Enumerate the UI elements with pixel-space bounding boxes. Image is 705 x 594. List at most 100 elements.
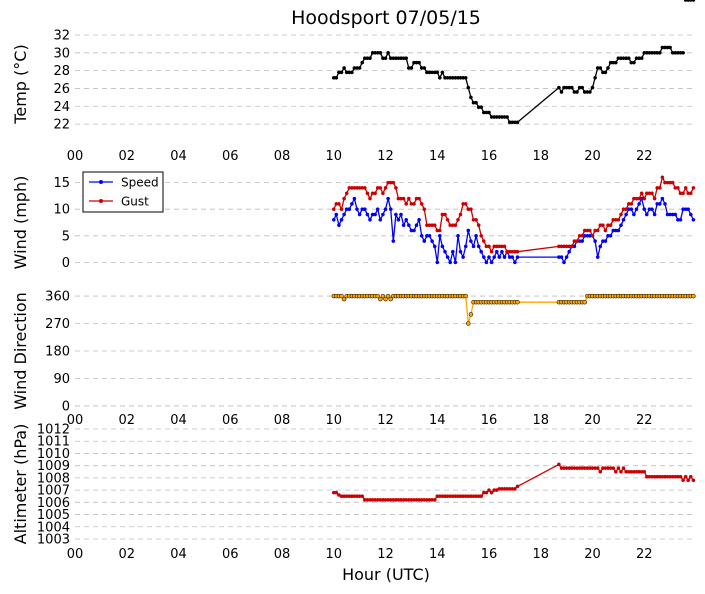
data-point-temp-0-91 [606, 66, 610, 70]
data-point-wind-1-5 [344, 191, 349, 196]
data-point-wind-0-70 [513, 260, 517, 265]
data-point-wind-0-25 [396, 217, 401, 222]
data-point-temp-0-81 [580, 85, 585, 90]
data-point-temp-0-77 [569, 85, 574, 90]
data-point-wind-0-66 [502, 255, 507, 259]
data-point-wind-0-111 [657, 202, 662, 206]
data-point-wind-1-19 [381, 191, 385, 196]
data-point-wind-0-20 [383, 207, 388, 212]
data-point-wind-0-53 [469, 239, 473, 243]
x-tick-label-alt-1: 02 [118, 547, 135, 562]
data-point-temp-0-55 [474, 100, 478, 105]
data-point-wind-1-103 [637, 196, 641, 201]
y-tick-label-alt-9: 1012 [37, 423, 70, 438]
data-point-dir-0-21 [385, 293, 391, 299]
data-point-wind-1-90 [603, 228, 608, 233]
data-point-wind-1-56 [476, 223, 481, 228]
data-point-wind-1-47 [453, 223, 458, 228]
data-point-alt-0-57 [479, 494, 484, 499]
data-point-alt-0-124 [691, 478, 696, 483]
data-point-temp-0-111 [657, 50, 662, 55]
data-point-wind-0-87 [595, 255, 600, 259]
data-point-temp-0-3 [339, 70, 344, 75]
data-point-wind-1-20 [383, 186, 388, 190]
y-tick-label-alt-2: 1005 [37, 508, 70, 523]
data-point-wind-1-55 [474, 217, 478, 222]
data-point-alt-0-119 [678, 474, 683, 479]
data-point-wind-0-86 [593, 239, 597, 243]
data-point-wind-1-109 [652, 196, 657, 201]
y-tick-label-dir-0: 0 [62, 399, 70, 414]
data-point-alt-0-94 [613, 469, 618, 474]
data-point-wind-0-16 [373, 212, 377, 217]
data-point-wind-0-55 [474, 233, 478, 238]
data-point-temp-0-57 [479, 105, 484, 110]
data-point-dir-0-20 [383, 296, 388, 302]
data-point-wind-1-81 [580, 233, 585, 238]
data-point-wind-0-2 [337, 223, 341, 228]
data-point-wind-0-29 [406, 223, 411, 228]
y-tick-label-temp-3: 28 [53, 64, 70, 79]
data-point-wind-1-96 [619, 212, 623, 217]
data-point-wind-1-112 [660, 175, 665, 180]
x-tick-label-dir-6: 12 [377, 413, 394, 428]
data-point-temp-0-41 [437, 75, 442, 80]
data-point-wind-0-124 [691, 217, 696, 222]
data-point-wind-0-46 [450, 249, 455, 254]
data-point-wind-0-3 [339, 217, 344, 222]
x-tick-label-alt-8: 16 [481, 547, 498, 562]
data-point-wind-0-59 [484, 260, 489, 265]
y-tick-label-temp-4: 30 [53, 46, 70, 61]
data-point-alt-0-11 [360, 494, 365, 499]
data-point-wind-0-44 [445, 255, 450, 259]
data-point-wind-0-62 [492, 255, 497, 259]
data-point-wind-1-44 [445, 217, 450, 222]
data-point-temp-0-101 [632, 60, 636, 65]
data-point-wind-1-16 [373, 191, 377, 196]
data-point-temp-0-21 [386, 50, 390, 55]
data-point-wind-0-54 [471, 244, 476, 249]
data-point-wind-0-14 [368, 217, 372, 222]
data-point-wind-1-31 [412, 202, 416, 206]
x-tick-label-temp-10: 20 [584, 149, 601, 164]
data-point-dir-0-124 [691, 293, 696, 299]
data-point-wind-0-39 [432, 244, 437, 249]
data-point-wind-0-103 [637, 202, 641, 206]
data-point-wind-1-84 [588, 228, 592, 233]
data-point-wind-1-3 [339, 207, 344, 212]
data-point-dir-0-53 [468, 312, 474, 317]
data-point-wind-0-6 [347, 207, 352, 212]
data-point-temp-0-124 [691, 0, 696, 2]
data-point-wind-1-23 [391, 180, 396, 185]
x-tick-label-temp-9: 18 [532, 149, 549, 164]
data-point-temp-0-73 [559, 90, 564, 94]
data-point-alt-0-122 [686, 478, 691, 483]
x-tick-label-dir-2: 04 [170, 413, 187, 428]
data-point-wind-0-47 [453, 260, 458, 265]
y-axis-label-wind: Wind (mph) [11, 176, 30, 270]
data-point-temp-0-7 [350, 70, 354, 75]
data-point-wind-0-58 [481, 255, 486, 259]
data-point-wind-1-33 [417, 196, 421, 201]
data-point-temp-0-4 [342, 66, 346, 70]
data-point-wind-1-57 [479, 233, 484, 238]
y-tick-label-alt-0: 1003 [37, 533, 70, 548]
data-point-wind-1-104 [639, 191, 644, 196]
x-tick-label-temp-0: 00 [67, 149, 84, 164]
data-point-wind-1-27 [401, 196, 406, 201]
x-tick-label-dir-1: 02 [118, 413, 135, 428]
data-point-wind-0-26 [399, 212, 403, 217]
data-point-wind-1-71 [515, 249, 520, 254]
data-point-wind-0-61 [489, 260, 494, 265]
x-tick-label-temp-11: 22 [636, 149, 653, 164]
data-point-temp-0-14 [368, 56, 372, 61]
data-point-temp-0-120 [681, 50, 685, 55]
y-tick-label-dir-1: 90 [53, 372, 70, 387]
y-axis-label-dir: Wind Direction [11, 292, 30, 410]
data-point-dir-0-71 [515, 299, 520, 305]
data-point-wind-1-123 [688, 191, 693, 196]
data-point-alt-0-1 [334, 490, 339, 495]
data-point-wind-0-90 [603, 239, 608, 243]
data-point-alt-0-121 [683, 474, 688, 479]
data-point-wind-0-42 [440, 244, 445, 249]
